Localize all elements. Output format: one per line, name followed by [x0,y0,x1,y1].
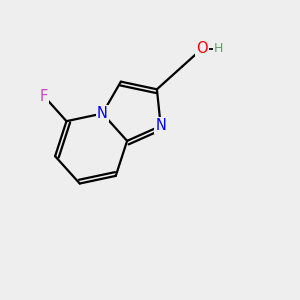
Text: N: N [97,106,108,121]
Text: N: N [155,118,166,134]
Text: O: O [196,41,208,56]
Text: F: F [40,88,48,104]
Text: H: H [213,42,223,56]
